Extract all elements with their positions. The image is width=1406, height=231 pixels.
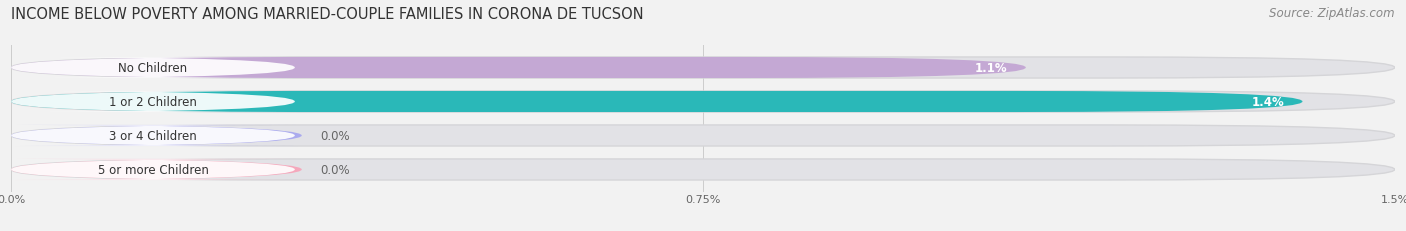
FancyBboxPatch shape — [11, 58, 1026, 79]
FancyBboxPatch shape — [8, 125, 297, 146]
Text: 1.1%: 1.1% — [974, 62, 1007, 75]
Text: 0.0%: 0.0% — [321, 129, 350, 142]
FancyBboxPatch shape — [11, 159, 302, 180]
Text: INCOME BELOW POVERTY AMONG MARRIED-COUPLE FAMILIES IN CORONA DE TUCSON: INCOME BELOW POVERTY AMONG MARRIED-COUPL… — [11, 7, 644, 22]
FancyBboxPatch shape — [11, 125, 302, 146]
FancyBboxPatch shape — [11, 91, 1395, 112]
Text: 0.0%: 0.0% — [321, 163, 350, 176]
Text: 1.4%: 1.4% — [1251, 96, 1284, 109]
Text: Source: ZipAtlas.com: Source: ZipAtlas.com — [1270, 7, 1395, 20]
FancyBboxPatch shape — [11, 159, 1395, 180]
Text: 3 or 4 Children: 3 or 4 Children — [110, 129, 197, 142]
Text: No Children: No Children — [118, 62, 187, 75]
FancyBboxPatch shape — [8, 58, 297, 79]
Text: 1 or 2 Children: 1 or 2 Children — [110, 96, 197, 109]
FancyBboxPatch shape — [8, 159, 297, 180]
FancyBboxPatch shape — [11, 125, 1395, 146]
FancyBboxPatch shape — [11, 91, 1302, 112]
Text: 5 or more Children: 5 or more Children — [97, 163, 208, 176]
FancyBboxPatch shape — [8, 91, 297, 112]
FancyBboxPatch shape — [11, 58, 1395, 79]
